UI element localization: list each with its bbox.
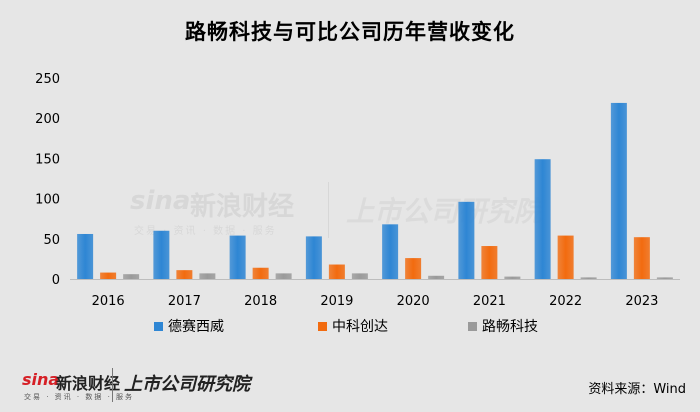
bar-中科创达-2021 bbox=[481, 246, 498, 279]
bar-路畅科技-2022 bbox=[580, 277, 597, 279]
x-tick-label: 2017 bbox=[168, 294, 201, 309]
source-note: 资料来源：Wind bbox=[588, 382, 686, 397]
bar-德赛西威-2022 bbox=[534, 159, 551, 279]
x-tick-label: 2023 bbox=[625, 294, 658, 309]
y-tick-label: 250 bbox=[35, 72, 60, 87]
bar-中科创达-2020 bbox=[405, 258, 422, 279]
y-tick-label: 0 bbox=[52, 273, 60, 288]
bar-德赛西威-2021 bbox=[458, 201, 475, 279]
legend-swatch-2 bbox=[468, 322, 477, 331]
bar-中科创达-2019 bbox=[328, 264, 345, 279]
bar-德赛西威-2016 bbox=[77, 233, 94, 279]
legend-label-1: 中科创达 bbox=[332, 319, 388, 335]
x-tick-label: 2022 bbox=[549, 294, 582, 309]
x-tick-label: 2020 bbox=[397, 294, 430, 309]
footer-research-institute: 上市公司研究院 bbox=[124, 374, 250, 395]
legend-label-2: 路畅科技 bbox=[482, 319, 538, 335]
footer-sina-logo: sina bbox=[22, 370, 60, 389]
y-tick-label: 200 bbox=[35, 112, 60, 127]
footer-sina-finance: 新浪财经 bbox=[56, 374, 121, 393]
bar-路畅科技-2020 bbox=[428, 275, 445, 279]
bar-中科创达-2016 bbox=[100, 272, 117, 279]
bar-德赛西威-2020 bbox=[382, 224, 399, 279]
bar-路畅科技-2016 bbox=[123, 274, 140, 279]
bar-中科创达-2022 bbox=[557, 235, 574, 279]
footer-divider bbox=[112, 368, 113, 402]
bar-路畅科技-2018 bbox=[275, 273, 292, 279]
footer-tagline: 交易 · 资讯 · 数据 · 服务 bbox=[24, 393, 135, 401]
footer: sina 新浪财经 交易 · 资讯 · 数据 · 服务 上市公司研究院 资料来源… bbox=[0, 362, 700, 412]
chart-canvas: 0 50 100 150 200 250 2016 2017 2018 2019 2020 2021 2… bbox=[35, 72, 680, 335]
bar-中科创达-2023 bbox=[633, 237, 650, 279]
x-tick-label: 2021 bbox=[473, 294, 506, 309]
bar-中科创达-2017 bbox=[176, 270, 193, 279]
x-tick-label: 2016 bbox=[92, 294, 125, 309]
bar-德赛西威-2017 bbox=[153, 230, 170, 279]
chart-title: 路畅科技与可比公司历年营收变化 bbox=[185, 20, 515, 44]
bar-德赛西威-2019 bbox=[305, 236, 322, 279]
legend-swatch-0 bbox=[154, 322, 163, 331]
bar-路畅科技-2021 bbox=[504, 276, 521, 279]
bar-路畅科技-2019 bbox=[351, 273, 368, 279]
x-tick-label: 2019 bbox=[320, 294, 353, 309]
legend-label-0: 德赛西威 bbox=[168, 319, 224, 335]
bar-中科创达-2018 bbox=[252, 267, 269, 279]
title-bar: 路畅科技与可比公司历年营收变化 bbox=[0, 0, 700, 62]
legend-swatch-1 bbox=[318, 322, 327, 331]
y-tick-label: 50 bbox=[43, 233, 60, 248]
bar-路畅科技-2017 bbox=[199, 273, 216, 279]
bar-德赛西威-2018 bbox=[229, 235, 246, 279]
y-tick-label: 100 bbox=[35, 193, 60, 208]
x-tick-label: 2018 bbox=[244, 294, 277, 309]
bar-路畅科技-2023 bbox=[656, 277, 673, 279]
bar-德赛西威-2023 bbox=[610, 102, 627, 279]
y-tick-label: 150 bbox=[35, 152, 60, 167]
